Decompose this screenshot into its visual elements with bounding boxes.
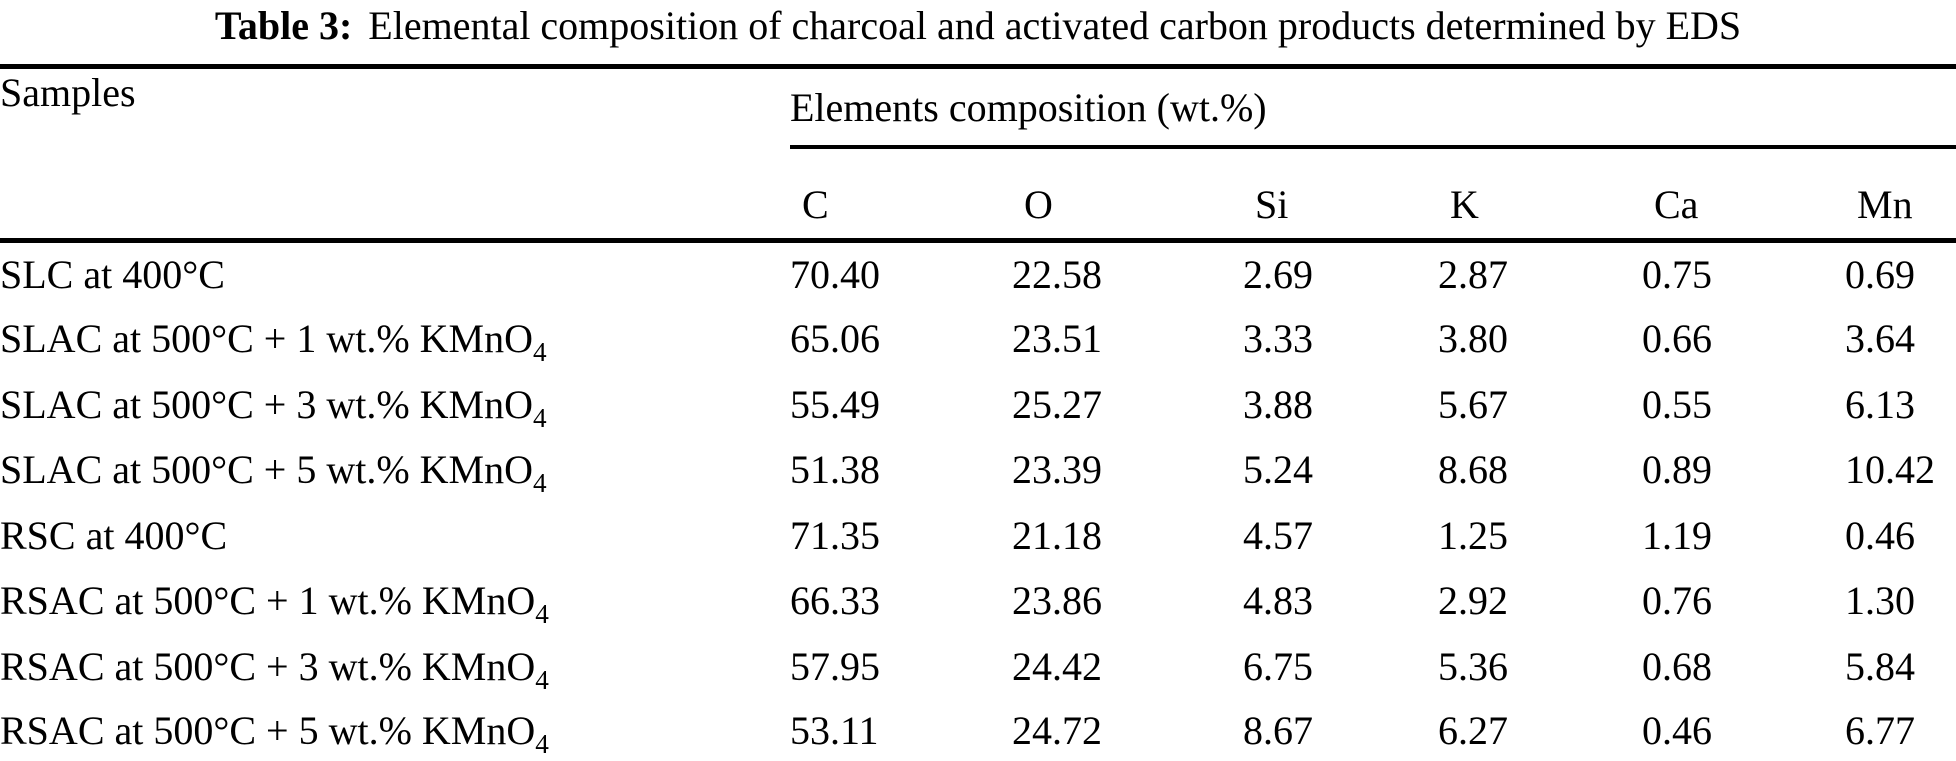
value-cell: 23.39 <box>1012 447 1102 493</box>
value-cell: 2.92 <box>1438 578 1508 624</box>
value-cell: 0.46 <box>1642 707 1712 753</box>
value-cell: 21.18 <box>1012 512 1102 558</box>
value-cell: 3.64 <box>1845 316 1915 362</box>
header-row-elements: C O Si K Ca Mn <box>0 147 1956 243</box>
value-cell: 22.58 <box>1012 252 1102 297</box>
table-row: RSC at 400°C 71.35 21.18 4.57 1.25 1.19 0.46 <box>0 503 1956 569</box>
sample-label: RSAC at 500°C + 1 wt.% KMnO4 <box>0 578 549 630</box>
value-cell: 8.68 <box>1438 447 1508 493</box>
eds-composition-table: Samples Elements composition (wt.%) C O … <box>0 64 1956 761</box>
sample-label: SLAC at 500°C + 5 wt.% KMnO4 <box>0 447 547 499</box>
value-cell: 0.76 <box>1642 578 1712 624</box>
value-cell: 23.51 <box>1012 316 1102 362</box>
table-row: RSAC at 500°C + 1 wt.% KMnO4 66.33 23.86 4.… <box>0 568 1956 634</box>
value-cell: 24.42 <box>1012 643 1102 689</box>
value-cell: 5.36 <box>1438 643 1508 689</box>
value-cell: 3.33 <box>1243 316 1313 362</box>
value-cell: 4.57 <box>1243 512 1313 558</box>
value-cell: 1.25 <box>1438 512 1508 558</box>
header-row-group: Samples Elements composition (wt.%) <box>0 66 1956 243</box>
value-cell: 0.66 <box>1642 316 1712 362</box>
sample-label: SLAC at 500°C + 1 wt.% KMnO4 <box>0 316 547 368</box>
value-cell: 23.86 <box>1012 578 1102 624</box>
table-row: SLAC at 500°C + 3 wt.% KMnO4 55.49 25.27 3.… <box>0 372 1956 438</box>
value-cell: 0.55 <box>1642 381 1712 427</box>
table-row: RSAC at 500°C + 5 wt.% KMnO4 53.11 24.72 8.… <box>0 699 1956 761</box>
sample-label: RSAC at 500°C + 3 wt.% KMnO4 <box>0 643 549 695</box>
value-cell: 53.11 <box>790 707 879 753</box>
subscript: 4 <box>533 402 547 433</box>
column-header-mn: Mn <box>1845 147 1956 243</box>
table-row: SLAC at 500°C + 1 wt.% KMnO4 65.06 23.51 3.… <box>0 306 1956 372</box>
table-body: SLC at 400°C 70.40 22.58 2.69 2.87 0.75 0.69 SL… <box>0 241 1956 761</box>
samples-column-header: Samples <box>0 66 790 243</box>
column-header-ca: Ca <box>1642 147 1845 243</box>
value-cell: 6.13 <box>1845 381 1915 427</box>
value-cell: 5.84 <box>1845 643 1915 689</box>
column-header-o: O <box>1012 147 1243 243</box>
value-cell: 5.24 <box>1243 447 1313 493</box>
value-cell: 0.68 <box>1642 643 1712 689</box>
subscript: 4 <box>533 337 547 368</box>
subscript: 4 <box>535 664 549 695</box>
value-cell: 0.46 <box>1845 512 1915 558</box>
value-cell: 24.72 <box>1012 707 1102 753</box>
value-cell: 55.49 <box>790 381 880 427</box>
value-cell: 25.27 <box>1012 381 1102 427</box>
value-cell: 10.42 <box>1845 447 1935 493</box>
value-cell: 8.67 <box>1243 707 1313 753</box>
table-row: SLAC at 500°C + 5 wt.% KMnO4 51.38 23.39 5.… <box>0 437 1956 503</box>
value-cell: 0.89 <box>1642 447 1712 493</box>
table-row: RSAC at 500°C + 3 wt.% KMnO4 57.95 24.42 6.… <box>0 634 1956 700</box>
value-cell: 65.06 <box>790 316 880 362</box>
value-cell: 3.88 <box>1243 381 1313 427</box>
value-cell: 5.67 <box>1438 381 1508 427</box>
value-cell: 3.80 <box>1438 316 1508 362</box>
value-cell: 71.35 <box>790 512 880 558</box>
subscript: 4 <box>533 468 547 499</box>
elements-group-header: Elements composition (wt.%) <box>790 66 1956 149</box>
value-cell: 6.75 <box>1243 643 1313 689</box>
column-header-si: Si <box>1243 147 1438 243</box>
value-cell: 0.75 <box>1642 252 1712 297</box>
table-row: SLC at 400°C 70.40 22.58 2.69 2.87 0.75 0.69 <box>0 241 1956 307</box>
value-cell: 66.33 <box>790 578 880 624</box>
column-header-k: K <box>1438 147 1642 243</box>
column-header-c: C <box>790 147 1012 243</box>
sample-label: SLC at 400°C <box>0 252 225 297</box>
value-cell: 0.69 <box>1845 252 1915 297</box>
value-cell: 4.83 <box>1243 578 1313 624</box>
value-cell: 2.87 <box>1438 252 1508 297</box>
subscript: 4 <box>535 728 549 759</box>
value-cell: 2.69 <box>1243 252 1313 297</box>
table-caption: Table 3: Elemental composition of charcoa… <box>0 2 1956 50</box>
value-cell: 51.38 <box>790 447 880 493</box>
value-cell: 6.27 <box>1438 707 1508 753</box>
value-cell: 1.30 <box>1845 578 1915 624</box>
table-caption-label: Table 3: <box>214 3 353 48</box>
sample-label: RSAC at 500°C + 5 wt.% KMnO4 <box>0 707 549 759</box>
value-cell: 70.40 <box>790 252 880 297</box>
sample-label: SLAC at 500°C + 3 wt.% KMnO4 <box>0 381 547 433</box>
value-cell: 6.77 <box>1845 707 1915 753</box>
value-cell: 1.19 <box>1642 512 1712 558</box>
value-cell: 57.95 <box>790 643 880 689</box>
sample-label: RSC at 400°C <box>0 512 228 558</box>
table-caption-text: Elemental composition of charcoal and ac… <box>368 3 1742 48</box>
subscript: 4 <box>535 599 549 630</box>
